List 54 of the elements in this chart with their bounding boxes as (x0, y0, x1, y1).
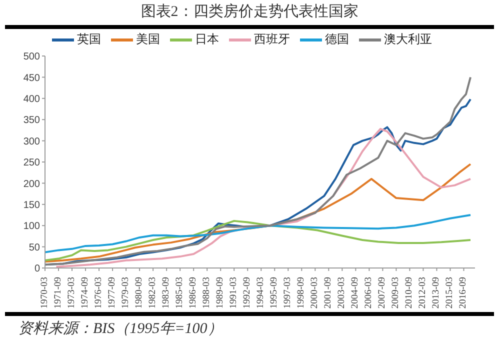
x-tick-label: 2001-09 (324, 276, 334, 309)
x-tick-label: 2012-03 (418, 276, 428, 309)
y-tick-label: 100 (23, 221, 40, 232)
x-tick-label: 1973-03 (67, 276, 78, 309)
x-tick-label: 1982-03 (148, 276, 158, 309)
x-tick-label: 1985-03 (175, 276, 186, 309)
legend-label: 英国 (77, 31, 101, 48)
x-tick-label: 1983-09 (162, 276, 172, 309)
x-tick-label: 1986-09 (188, 276, 199, 309)
x-tick-label: 1991-03 (229, 276, 240, 309)
y-tick-label: 0 (34, 264, 40, 275)
line-series (45, 220, 472, 262)
x-tick-label: 1998-09 (296, 276, 307, 309)
x-tick-label: 2010-09 (404, 276, 415, 309)
x-tick-label: 2015-03 (445, 276, 456, 309)
text: 资料来源：BIS（1995年=100） (18, 320, 222, 338)
x-tick-label: 1988-03 (202, 276, 212, 309)
chart-title: 图表2：四类房价走势代表性国家 (140, 2, 360, 21)
x-tick-label: 1976-03 (94, 276, 104, 309)
y-tick-label: 450 (23, 72, 40, 84)
y-tick-label: 200 (23, 178, 40, 190)
legend-label: 美国 (136, 31, 160, 48)
x-tick-label: 2000-03 (310, 276, 320, 309)
legend-label: 西班牙 (254, 31, 290, 48)
y-tick-label: 500 (23, 52, 40, 63)
x-tick-label: 1995-09 (270, 276, 280, 309)
y-tick-label: 300 (23, 136, 40, 148)
legend-label: 澳大利亚 (384, 31, 432, 48)
y-tick-label: 150 (23, 200, 40, 211)
y-tick-label: 350 (23, 115, 40, 126)
legend-label: 日本 (195, 31, 219, 48)
x-tick-label: 1971-09 (54, 276, 64, 309)
x-tick-label: 1980-09 (134, 276, 145, 309)
x-tick-label: 2007-09 (378, 276, 388, 309)
x-tick-label: 1977-09 (108, 276, 118, 309)
y-tick-label: 400 (23, 94, 40, 105)
legend-label: 德国 (325, 31, 349, 48)
line-series (45, 214, 472, 254)
x-tick-label: 1979-03 (121, 276, 132, 309)
x-tick-label: 2013-09 (432, 276, 442, 309)
x-tick-label: 2009-03 (391, 276, 402, 309)
x-tick-label: 1989-09 (216, 276, 226, 309)
y-tick-label: 250 (23, 158, 40, 169)
x-tick-label: 1974-09 (80, 276, 91, 309)
x-tick-label: 1970-03 (40, 276, 50, 309)
x-tick-label: 2003-03 (337, 276, 348, 309)
x-tick-label: 2016-09 (458, 276, 469, 309)
line-series (45, 163, 472, 263)
x-tick-label: 2004-09 (350, 276, 361, 309)
x-tick-label: 1992-09 (242, 276, 253, 309)
x-tick-label: 1997-03 (283, 276, 294, 309)
x-tick-label: 1994-03 (256, 276, 266, 309)
x-tick-label: 2006-03 (364, 276, 374, 309)
y-tick-label: 50 (28, 242, 40, 254)
